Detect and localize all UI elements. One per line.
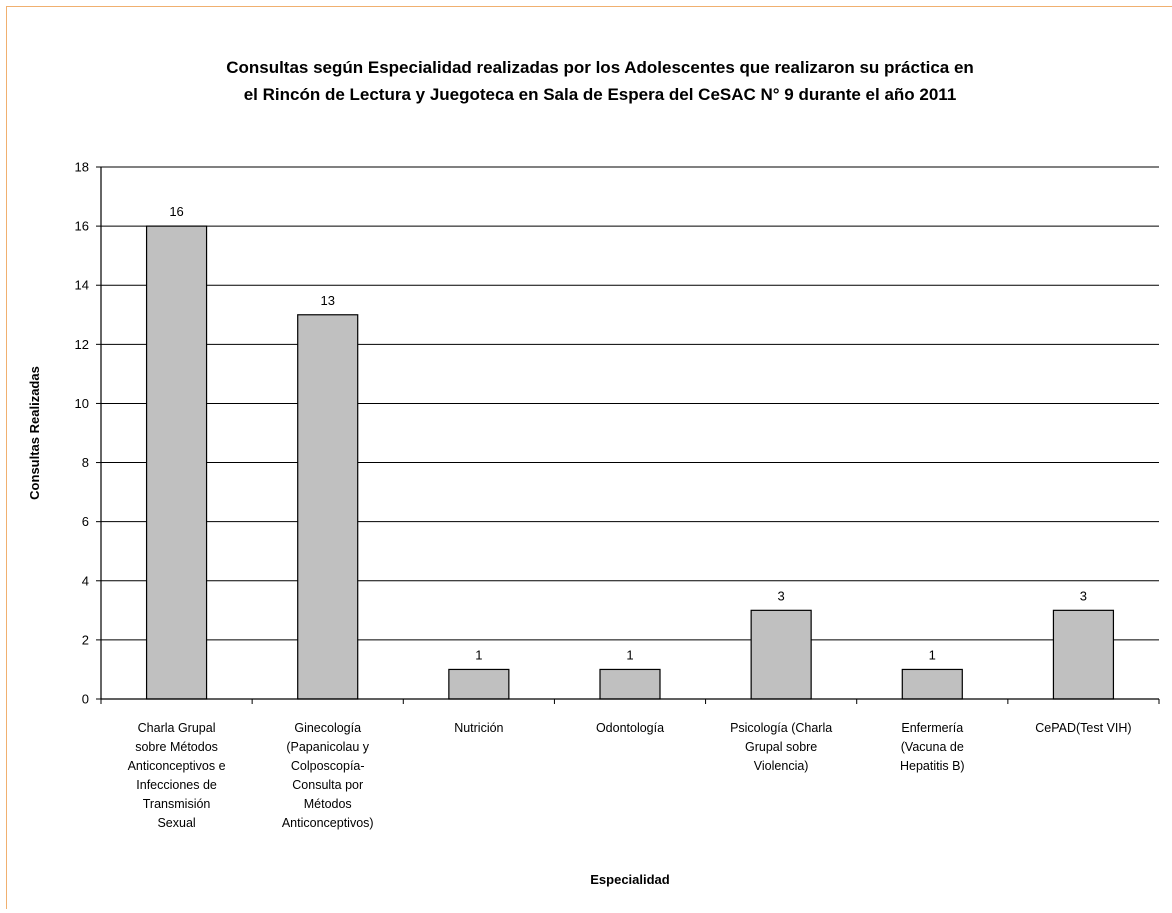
chart-frame: Consultas según Especialidad realizadas … <box>6 6 1172 909</box>
x-category-label-line: Enfermería <box>901 721 963 735</box>
x-category-label-7: CePAD(Test VIH) <box>1035 721 1131 735</box>
y-tick-label-14: 14 <box>75 278 89 293</box>
x-category-label-line: Transmisión <box>143 797 211 811</box>
data-label-4: 1 <box>626 647 633 662</box>
y-tick-label-8: 8 <box>82 455 89 470</box>
x-category-label-5: Psicología (Charla Grupal sobre Violencia) <box>730 721 832 773</box>
chart-title-line-2: el Rincón de Lectura y Juegoteca en Sala… <box>244 85 957 104</box>
x-category-label-line: Odontología <box>596 721 664 735</box>
bar-6 <box>901 668 963 700</box>
bar-5 <box>750 609 812 700</box>
x-category-label-line: Sexual <box>157 816 195 830</box>
y-tick-label-12: 12 <box>75 337 89 352</box>
chart-title-line-1: Consultas según Especialidad realizadas … <box>226 58 974 77</box>
x-category-label-line: Charla Grupal <box>138 721 216 735</box>
x-category-labels: Charla Grupal sobre Métodos Anticonceptivo… <box>128 721 1132 830</box>
data-label-2: 13 <box>320 293 334 308</box>
gridlines <box>101 166 1159 641</box>
y-axis-title: Consultas Realizadas <box>27 366 42 500</box>
bar-1 <box>145 225 208 700</box>
data-label-1: 16 <box>169 204 183 219</box>
x-category-label-line: Ginecología <box>294 721 361 735</box>
bars <box>145 225 1115 700</box>
axes <box>96 166 1160 704</box>
bar-4 <box>599 668 661 700</box>
bar-3 <box>448 668 510 700</box>
y-tick-labels: 0 2 4 6 8 10 12 14 16 18 <box>75 160 89 707</box>
x-category-label-2: Ginecología (Papanicolau y Colposcopía- Con… <box>282 721 374 830</box>
y-tick-label-18: 18 <box>75 160 89 175</box>
y-tick-label-16: 16 <box>75 219 89 234</box>
x-category-label-line: Anticonceptivos) <box>282 816 374 830</box>
x-category-label-line: Hepatitis B) <box>900 759 965 773</box>
x-category-label-line: (Papanicolau y <box>286 740 369 754</box>
data-label-5: 3 <box>778 588 785 603</box>
x-category-label-line: Colposcopía- <box>291 759 365 773</box>
x-category-label-line: Anticonceptivos e <box>128 759 226 773</box>
x-category-label-line: Infecciones de <box>136 778 217 792</box>
data-label-7: 3 <box>1080 588 1087 603</box>
x-axis-title: Especialidad <box>590 872 670 887</box>
x-category-label-4: Odontología <box>596 721 664 735</box>
x-category-label-line: CePAD(Test VIH) <box>1035 721 1131 735</box>
data-label-6: 1 <box>929 647 936 662</box>
bar-7 <box>1052 609 1115 700</box>
x-category-label-line: Psicología (Charla <box>730 721 832 735</box>
y-tick-label-6: 6 <box>82 514 89 529</box>
x-category-label-line: Consulta por <box>292 778 363 792</box>
chart-title: Consultas según Especialidad realizadas … <box>226 58 974 104</box>
x-category-label-line: Nutrición <box>454 721 503 735</box>
x-category-label-line: Grupal sobre <box>745 740 817 754</box>
x-category-label-6: Enfermería (Vacuna de Hepatitis B) <box>900 721 965 773</box>
x-category-label-3: Nutrición <box>454 721 503 735</box>
x-category-label-line: Violencia) <box>754 759 809 773</box>
bar-chart: Consultas según Especialidad realizadas … <box>27 58 1160 887</box>
y-tick-label-10: 10 <box>75 396 89 411</box>
y-tick-label-4: 4 <box>82 573 89 588</box>
y-tick-label-2: 2 <box>82 632 89 647</box>
data-label-3: 1 <box>475 647 482 662</box>
x-category-label-line: Métodos <box>304 797 352 811</box>
bar-2 <box>297 314 359 700</box>
x-category-label-1: Charla Grupal sobre Métodos Anticonceptivo… <box>128 721 226 830</box>
y-tick-label-0: 0 <box>82 692 89 707</box>
x-category-label-line: (Vacuna de <box>901 740 964 754</box>
x-category-label-line: sobre Métodos <box>135 740 218 754</box>
